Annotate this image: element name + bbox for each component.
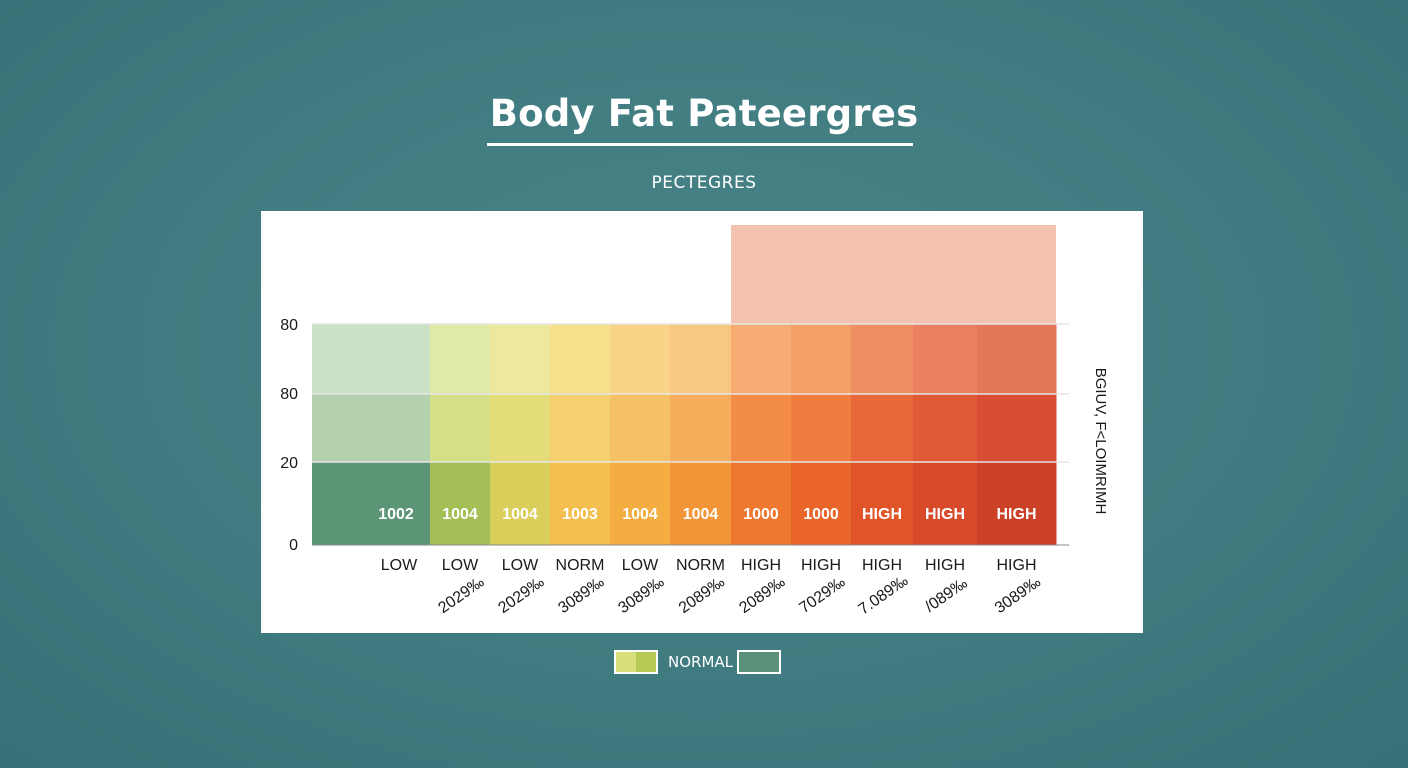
heat-cell-bottom: [913, 462, 978, 545]
value-label: 3089‰: [615, 574, 667, 618]
value-label: /089‰: [922, 575, 970, 616]
heat-cell-bottom: [610, 462, 671, 545]
category-label: LOW: [502, 557, 539, 574]
category-label: LOW: [622, 557, 659, 574]
heat-cell-mid: [913, 394, 978, 462]
heat-cell-mid: [430, 394, 491, 462]
chart-title: Body Fat Pateergres: [489, 92, 919, 135]
y-tick-label: 80: [280, 317, 298, 334]
heat-cell-top: [851, 324, 914, 394]
value-label: 3089‰: [992, 574, 1044, 618]
value-label: 2029‰: [435, 574, 487, 618]
heat-cell-mid: [490, 394, 551, 462]
bar-label: 1004: [442, 506, 478, 523]
legend-swatch-low: [737, 650, 782, 674]
heat-cell-mid: [851, 394, 914, 462]
y-tick-label: 0: [289, 537, 298, 554]
legend-label: NORMAL: [668, 653, 734, 671]
heat-cell-bottom: [490, 462, 551, 545]
y-tick-label: 20: [280, 455, 298, 472]
heat-cell-top: [430, 324, 491, 394]
value-label: 2089‰: [676, 574, 728, 618]
category-label: LOW: [381, 557, 418, 574]
bar-label: 1003: [562, 506, 598, 523]
bar-label: 1004: [683, 506, 719, 523]
heat-cell-bottom: [977, 462, 1057, 545]
category-label: HIGH: [997, 557, 1037, 574]
heat-cell-top: [913, 324, 978, 394]
heat-cell-mid: [731, 394, 792, 462]
bar-label: 1004: [622, 506, 658, 523]
high-zone-band: [731, 225, 1056, 324]
bar-label: 1004: [502, 506, 538, 523]
value-label: 2029‰: [495, 574, 547, 618]
category-label: LOW: [442, 557, 479, 574]
heat-cell-bottom: [670, 462, 732, 545]
title-underline: [487, 143, 913, 146]
bar-label: HIGH: [925, 506, 965, 523]
category-label: HIGH: [801, 557, 841, 574]
value-label: 2089‰: [736, 574, 788, 618]
heat-cell-mid: [791, 394, 852, 462]
y-axis-label: BGIUV, F<LOIMRIMH: [1092, 368, 1109, 515]
heat-cell-top: [550, 324, 611, 394]
value-label: 7.089‰: [856, 572, 912, 618]
category-label: NORM: [556, 557, 605, 574]
bar-label: 1002: [378, 506, 414, 523]
bar-label: HIGH: [997, 506, 1037, 523]
category-label: HIGH: [862, 557, 902, 574]
heat-cell-top: [977, 324, 1057, 394]
heat-cell-bottom: [312, 462, 431, 545]
y-tick-label: 80: [280, 386, 298, 403]
heat-cell-bottom: [851, 462, 914, 545]
legend-swatch-normal: [614, 650, 658, 674]
heat-cell-mid: [610, 394, 671, 462]
heat-cell-mid: [312, 394, 431, 462]
bar-label: HIGH: [862, 506, 902, 523]
heatmap-chart: 1002LOW1004LOW2029‰1004LOW2029‰1003NORM3…: [280, 225, 1109, 618]
heat-cell-top: [490, 324, 551, 394]
bar-label: 1000: [743, 506, 779, 523]
legend: NORMAL: [614, 650, 782, 674]
bar-label: 1000: [803, 506, 839, 523]
heat-cell-bottom: [550, 462, 611, 545]
heat-cell-top: [791, 324, 852, 394]
heat-cell-bottom: [791, 462, 852, 545]
heat-cell-bottom: [430, 462, 491, 545]
heat-cell-top: [670, 324, 732, 394]
chart-subtitle: PECTEGRES: [651, 173, 757, 193]
category-label: HIGH: [925, 557, 965, 574]
value-label: 7029‰: [796, 574, 848, 618]
heat-cell-top: [731, 324, 792, 394]
heat-cell-top: [312, 324, 431, 394]
chart-panel: 1002 LOW 1004 LOW 2029‰ 1004 LOW 2029‰ 1003 NORM 3…: [261, 211, 1143, 633]
value-label: 3089‰: [555, 574, 607, 618]
heat-cell-mid: [977, 394, 1057, 462]
category-label: HIGH: [741, 557, 781, 574]
category-label: NORM: [676, 557, 725, 574]
heat-cell-mid: [670, 394, 732, 462]
heat-cell-top: [610, 324, 671, 394]
heat-cell-mid: [550, 394, 611, 462]
heat-cell-bottom: [731, 462, 792, 545]
